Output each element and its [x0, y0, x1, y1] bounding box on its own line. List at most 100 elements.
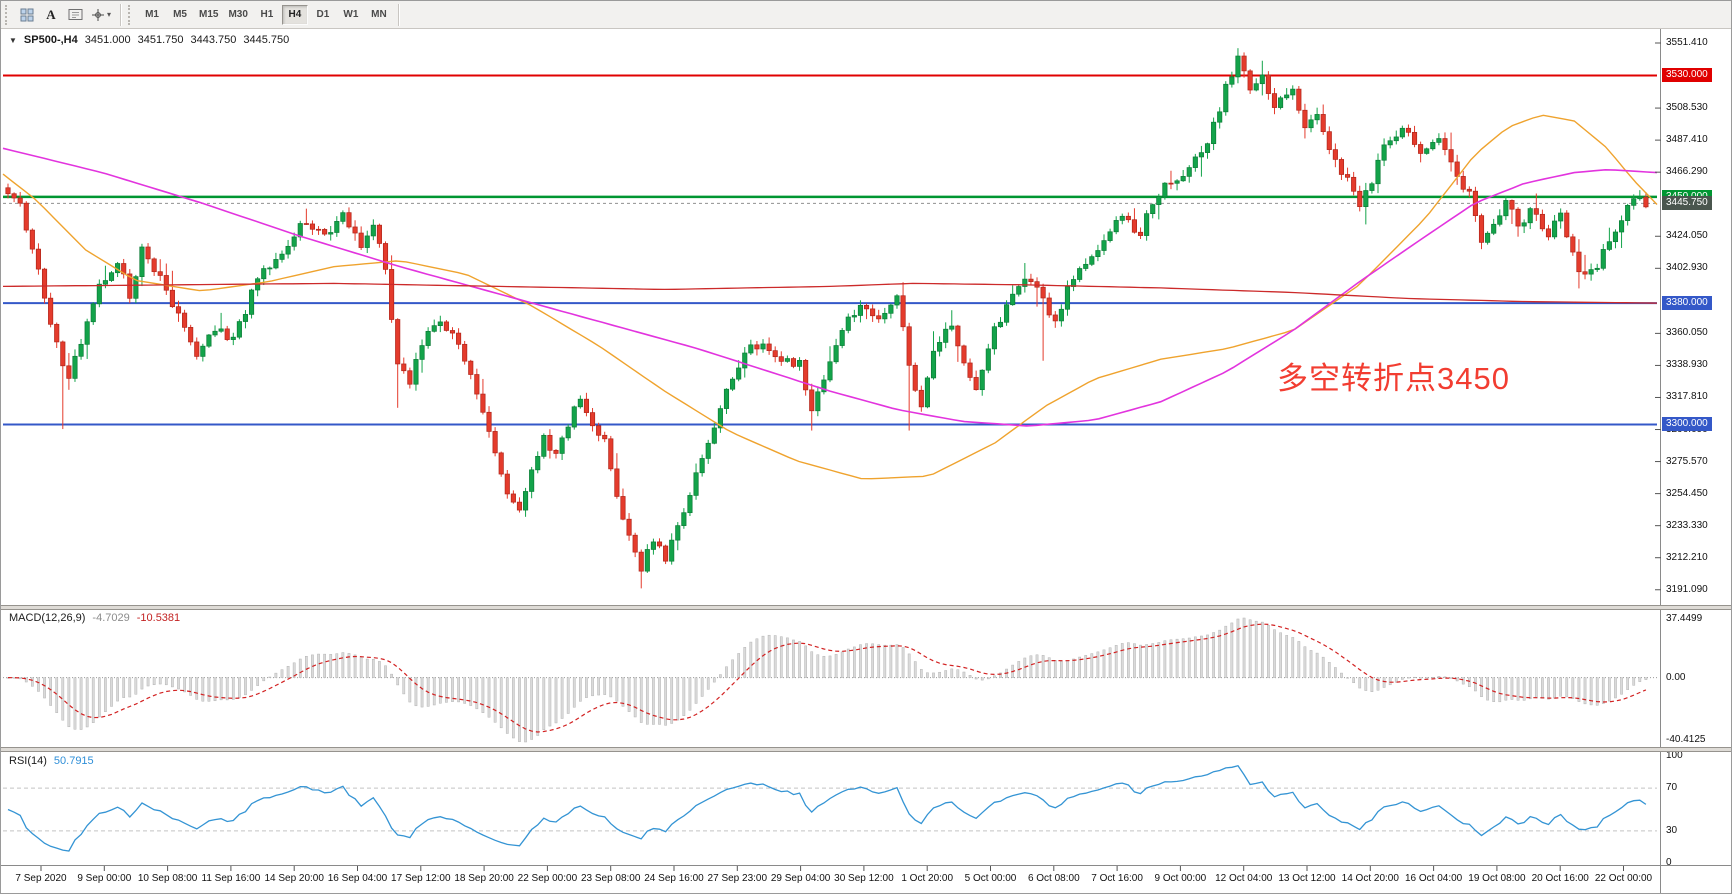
price-badge-3445.750: 3445.750	[1662, 196, 1712, 211]
time-axis-label: 11 Sep 16:00	[202, 873, 261, 884]
time-axis-label: 14 Oct 20:00	[1342, 873, 1400, 884]
time-axis-label: 22 Oct 00:00	[1595, 873, 1653, 884]
macd-main-value: -4.7029	[92, 612, 130, 624]
time-axis-label: 20 Oct 16:00	[1532, 873, 1590, 884]
time-axis-label: 17 Sep 12:00	[391, 873, 451, 884]
time-axis-label: 9 Oct 00:00	[1155, 873, 1207, 884]
toolbar: A ▾ M1 M5 M15 M30 H1 H4 D1 W1 MN	[1, 1, 1731, 29]
text-tool-button[interactable]: A	[39, 4, 63, 26]
macd-histogram	[6, 617, 1648, 743]
time-axis-label: 30 Sep 12:00	[834, 873, 894, 884]
time-axis-label: 10 Sep 08:00	[138, 873, 198, 884]
macd-signal-value: -10.5381	[136, 612, 181, 624]
period-button-h1[interactable]: H1	[254, 5, 280, 25]
time-axis-label: 16 Sep 04:00	[328, 873, 388, 884]
time-axis-label: 24 Sep 16:00	[644, 873, 704, 884]
period-button-mn[interactable]: MN	[366, 5, 392, 25]
pane-splitter-macd[interactable]	[1, 605, 1731, 610]
time-axis-label: 29 Sep 04:00	[771, 873, 831, 884]
toolbar-drag-handle[interactable]	[5, 4, 11, 25]
crosshair-button[interactable]: ▾	[87, 4, 115, 26]
macd-label: MACD(12,26,9)	[9, 612, 86, 624]
rsi-axis-label: 100	[1666, 750, 1683, 761]
period-button-m1[interactable]: M1	[139, 5, 165, 25]
price-tick-label: 3360.050	[1666, 327, 1708, 339]
price-tick-label: 3233.330	[1666, 519, 1708, 531]
toolbar-drag-handle[interactable]	[128, 4, 134, 25]
time-axis-separator	[1, 865, 1731, 866]
time-axis-label: 9 Sep 00:00	[77, 873, 131, 884]
time-axis-label: 27 Sep 23:00	[708, 873, 768, 884]
price-tick-label: 3338.930	[1666, 359, 1708, 371]
macd-header: MACD(12,26,9) -4.7029 -10.5381	[9, 612, 180, 624]
price-tick-label: 3466.290	[1666, 166, 1708, 178]
price-tick-label: 3424.050	[1666, 230, 1708, 242]
toolbar-separator	[397, 3, 399, 26]
price-tick-label: 3317.810	[1666, 391, 1708, 403]
time-axis-label: 23 Sep 08:00	[581, 873, 641, 884]
symbol-ohlc-readout: ▼ SP500-,H4 3451.000 3451.750 3443.750 3…	[9, 34, 289, 46]
period-button-m15[interactable]: M15	[195, 5, 222, 25]
time-axis-label: 14 Sep 20:00	[264, 873, 324, 884]
time-axis-label: 7 Oct 16:00	[1091, 873, 1143, 884]
price-tick-label: 3275.570	[1666, 455, 1708, 467]
time-axis-label: 19 Oct 08:00	[1468, 873, 1526, 884]
pane-splitter-rsi[interactable]	[1, 747, 1731, 752]
ohlc-low: 3443.750	[190, 34, 237, 46]
macd-axis-label: -40.4125	[1666, 734, 1706, 745]
price-badge-3300.000: 3300.000	[1662, 417, 1712, 432]
price-tick-label: 3508.530	[1666, 102, 1708, 114]
macd-axis-label: 37.4499	[1666, 613, 1703, 624]
ma-slow-red-line	[2, 282, 1658, 304]
candles-layer	[5, 48, 1649, 589]
time-axis-label: 6 Oct 08:00	[1028, 873, 1080, 884]
time-axis-label: 16 Oct 04:00	[1405, 873, 1463, 884]
macd-signal-line	[7, 623, 1647, 733]
time-axis-label: 22 Sep 00:00	[518, 873, 578, 884]
collapse-arrow-icon[interactable]: ▼	[9, 35, 17, 45]
ohlc-close: 3445.750	[243, 34, 290, 46]
time-axis-label: 5 Oct 00:00	[965, 873, 1017, 884]
rsi-label: RSI(14)	[9, 755, 47, 767]
price-badge-3380.000: 3380.000	[1662, 296, 1712, 311]
chart-annotation-text[interactable]: 多空转折点3450	[1277, 361, 1510, 396]
chevron-down-icon: ▾	[107, 10, 112, 19]
rsi-axis-label: 70	[1666, 782, 1678, 794]
price-tick-label: 3212.210	[1666, 551, 1708, 563]
macd-axis-label: 0.00	[1666, 671, 1686, 683]
crosshair-icon	[92, 8, 104, 21]
rsi-header: RSI(14) 50.7915	[9, 755, 94, 767]
time-axis-label: 13 Oct 12:00	[1278, 873, 1336, 884]
rsi-line	[7, 765, 1647, 852]
period-button-m30[interactable]: M30	[224, 5, 251, 25]
time-axis-label: 18 Sep 20:00	[454, 873, 514, 884]
rsi-axis-label: 0	[1666, 857, 1672, 868]
ma-fast-orange-line	[2, 114, 1658, 480]
rsi-axis-label: 30	[1666, 824, 1678, 836]
price-tick-label: 3487.410	[1666, 134, 1708, 146]
price-tick-label: 3191.090	[1666, 583, 1708, 595]
period-button-d1[interactable]: D1	[310, 5, 336, 25]
price-axis: 3551.410 3508.530 3487.410 3466.290 3424.050…	[1661, 1, 1731, 893]
time-axis-label: 7 Sep 2020	[15, 873, 67, 884]
price-tick-label: 3254.450	[1666, 487, 1708, 499]
timeframe-toolbar: M1 M5 M15 M30 H1 H4 D1 W1 MN	[138, 4, 393, 25]
chart-grid-icon	[20, 8, 34, 21]
label-frame-icon	[68, 9, 82, 20]
ohlc-open: 3451.000	[84, 34, 131, 46]
label-frame-button[interactable]	[63, 4, 87, 26]
price-badge-3530.000: 3530.000	[1662, 68, 1712, 83]
ohlc-high: 3451.750	[137, 34, 184, 46]
chart-grid-button[interactable]	[15, 4, 39, 26]
text-tool-a-icon: A	[46, 6, 56, 22]
price-tick-label: 3551.410	[1666, 36, 1708, 48]
period-button-h4[interactable]: H4	[281, 4, 308, 25]
period-button-w1[interactable]: W1	[338, 5, 364, 25]
time-axis-label: 12 Oct 04:00	[1215, 873, 1273, 884]
period-button-m5[interactable]: M5	[167, 5, 193, 25]
toolbar-separator	[120, 3, 122, 26]
rsi-value: 50.7915	[53, 755, 94, 767]
price-tick-label: 3402.930	[1666, 262, 1708, 274]
